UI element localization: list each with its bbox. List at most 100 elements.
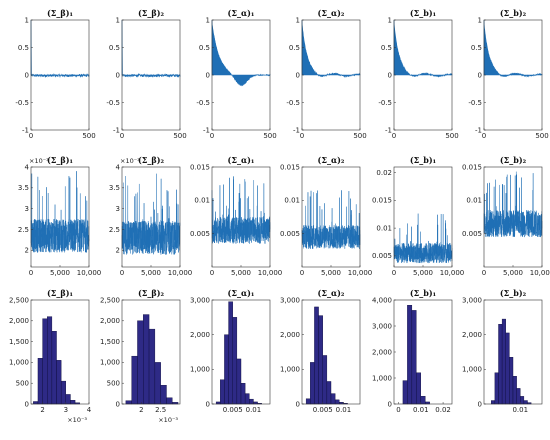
histogram-bar	[56, 360, 62, 405]
histogram-bar	[33, 401, 39, 405]
y-tick-label: -0.5	[196, 99, 210, 107]
x-tick-label: 10,000	[440, 269, 465, 277]
histogram-bar	[37, 358, 43, 405]
histogram-bar	[160, 385, 167, 405]
histogram-bar	[232, 317, 238, 405]
x-tick-label: 10,000	[77, 269, 102, 277]
y-tick-label: 0	[388, 71, 392, 79]
y-tick-label: 0	[25, 400, 29, 408]
x-tick-label: 5,000	[413, 269, 433, 277]
y-tick-label: 0.5	[471, 44, 482, 52]
subplot-title: (Σ_b)₁	[410, 8, 436, 18]
histogram-bar	[224, 334, 229, 405]
y-tick-label: 2,500	[9, 296, 29, 304]
histogram-bar	[310, 362, 315, 405]
y-tick-label: 0	[206, 400, 210, 408]
x-tick-label: 0	[300, 269, 304, 277]
histogram-bar	[326, 381, 332, 405]
histogram-bar	[154, 362, 161, 405]
histogram-bar	[240, 383, 246, 405]
y-tick-label: 0.01	[376, 224, 392, 232]
y-tick-label: 0.01	[194, 197, 210, 205]
x-tick-label: 5,000	[321, 269, 341, 277]
y-tick-label: 2,500	[100, 296, 120, 304]
y-tick-label: 1,500	[100, 338, 120, 346]
histogram-bar	[60, 380, 66, 405]
histogram-bar	[494, 372, 499, 405]
y-tick-label: 4	[25, 163, 30, 171]
axes-frame	[30, 299, 90, 405]
subplot-1-4: (Σ_α)₂10.50-0.5-10 500	[286, 8, 366, 140]
x-tick-label: 0.02	[435, 406, 451, 414]
subplot-3-6: (Σ_b)₂ 3,000 2,000 1,000 0 0.01	[462, 288, 543, 414]
histogram-bar	[420, 396, 426, 405]
acf-area-series	[483, 19, 543, 78]
x-tick-label: 5,000	[50, 269, 70, 277]
x-tick-label: 0.005	[313, 406, 333, 414]
subplot-2-4: (Σ_α)₂ 0.015 0.01 0.005 0 5,000 10,000	[280, 155, 372, 277]
y-tick-label: 0.005	[462, 230, 482, 238]
subplot-title: (Σ_β)₁	[47, 155, 73, 165]
histogram-bar	[220, 379, 225, 405]
y-tick-label: -0.5	[286, 99, 300, 107]
y-tick-label: 500	[16, 380, 29, 388]
y-tick-label: 0	[25, 71, 29, 79]
histogram-bar	[425, 401, 430, 405]
axis-multiplier: ×10⁻³	[29, 157, 49, 165]
y-tick-label: 1,000	[190, 366, 210, 374]
subplot-title: (Σ_β)₂	[138, 288, 165, 298]
subplot-title: (Σ_b)₁	[410, 155, 436, 165]
y-tick-label: 3,000	[280, 296, 300, 304]
y-tick-label: 0	[206, 71, 210, 79]
histogram-bar	[509, 357, 514, 405]
histogram-bar	[318, 315, 323, 405]
axis-multiplier: ×10⁻³	[67, 416, 87, 424]
y-tick-label: 3	[116, 205, 120, 213]
y-tick-label: 0.5	[381, 44, 392, 52]
y-tick-label: -0.5	[378, 99, 392, 107]
x-tick-label: 0.005	[223, 406, 243, 414]
y-tick-label: 2.5	[18, 226, 29, 234]
x-tick-label: 0	[210, 132, 214, 140]
y-tick-label: 1,000	[100, 359, 120, 367]
x-tick-label: 5,000	[141, 269, 161, 277]
histogram-bar	[314, 306, 319, 405]
subplot-title: (Σ_b)₂	[500, 155, 527, 165]
x-tick-label: 10,000	[530, 269, 550, 277]
acf-area-series	[121, 19, 181, 78]
y-tick-label: 3,000	[190, 296, 210, 304]
subplot-1-3: (Σ_α)₁10.50-0.5-10 500	[196, 8, 276, 140]
histogram-bar	[148, 328, 156, 405]
y-tick-label: 1,000	[280, 366, 300, 374]
y-tick-label: 3.5	[109, 184, 120, 192]
subplot-3-2: (Σ_β)₂ ×10⁻³ 2,500 2,000 1,500 1,000 500 0 2 2.5	[100, 288, 181, 424]
x-tick-label: 10,000	[348, 269, 373, 277]
axes-frame	[211, 299, 271, 405]
y-tick-label: -1	[293, 126, 300, 134]
y-tick-label: 2	[25, 247, 29, 255]
x-tick-label: 500	[445, 132, 458, 140]
x-tick-label: 500	[263, 132, 276, 140]
subplot-title: (Σ_b)₂	[500, 8, 527, 18]
y-tick-label: 0.5	[199, 44, 210, 52]
y-tick-label: 0.5	[289, 44, 300, 52]
y-tick-label: 0	[478, 400, 482, 408]
subplot-2-3: (Σ_α)₁ 0.015 0.01 0.005 0 5,000 10,000	[190, 155, 282, 277]
histogram-bar	[491, 400, 496, 405]
y-tick-label: 2,000	[190, 331, 210, 339]
subplot-2-5: (Σ_b)₁ 0.02 0.015 0.01 0.005 0 5,000 10,000	[372, 155, 464, 277]
x-tick-label: 2	[40, 406, 44, 414]
axes-frame	[483, 299, 543, 405]
x-tick-label: 0	[392, 269, 396, 277]
histogram-bar	[501, 318, 506, 405]
y-tick-label: 1,000	[372, 374, 392, 382]
x-tick-label: 2	[139, 406, 143, 414]
histogram-bar	[125, 400, 132, 405]
y-tick-label: 3.5	[18, 184, 29, 192]
x-tick-label: 0	[29, 269, 33, 277]
y-tick-label: 0.005	[280, 230, 300, 238]
subplot-1-5: (Σ_b)₁10.50-0.5-10 500	[378, 8, 458, 140]
subplot-title: (Σ_α)₂	[318, 8, 345, 18]
trace-series	[30, 171, 90, 253]
x-tick-label: 500	[353, 132, 366, 140]
